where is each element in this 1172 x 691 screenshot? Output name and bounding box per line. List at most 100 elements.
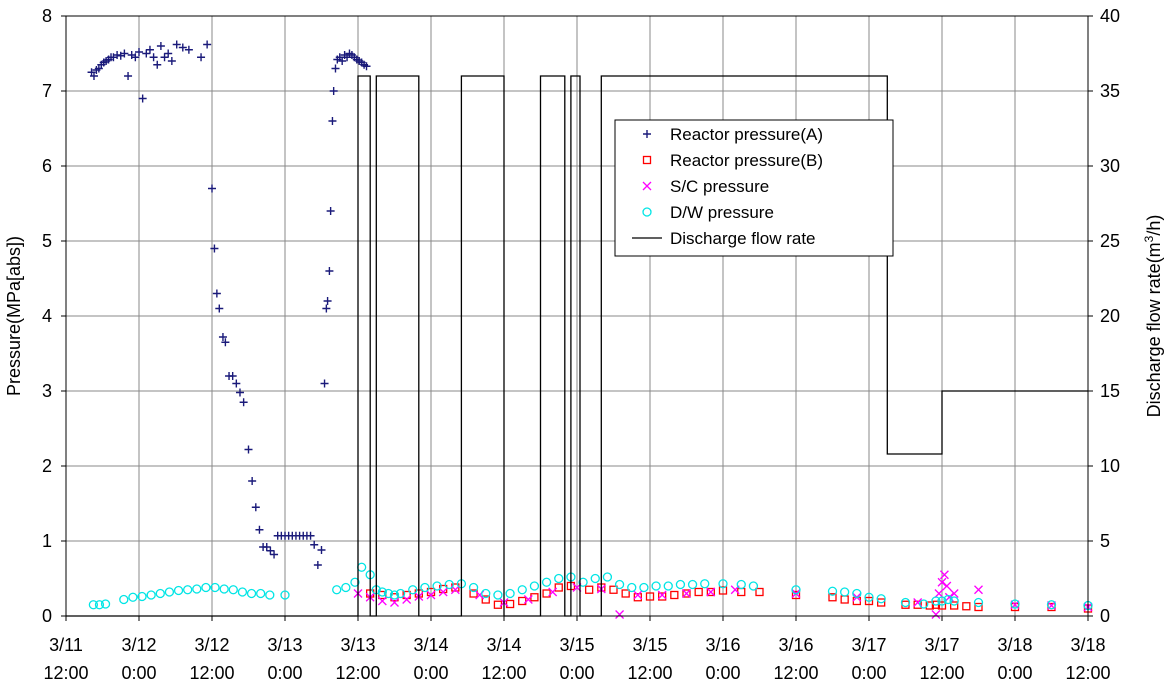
reactor-pressure-b-point bbox=[937, 601, 947, 610]
reactor-pressure-b-point bbox=[481, 595, 490, 604]
reactor-pressure-a-point bbox=[328, 117, 337, 125]
reactor-pressure-b-point bbox=[718, 586, 728, 595]
d-w-pressure-point bbox=[237, 587, 248, 597]
s-c-pressure-point bbox=[657, 590, 667, 600]
reactor-pressure-b-point bbox=[621, 589, 630, 598]
reactor-pressure-a-point bbox=[145, 45, 154, 54]
x-tick-label-time: 0:00 bbox=[705, 663, 740, 683]
reactor-pressure-b-point bbox=[493, 600, 503, 609]
reactor-pressure-a-point bbox=[113, 51, 122, 59]
x-tick-label-time: 12:00 bbox=[627, 663, 672, 683]
reactor-pressure-a-point bbox=[218, 333, 227, 341]
legend-box bbox=[614, 119, 894, 257]
reactor-pressure-b-point bbox=[518, 596, 527, 606]
left-tick-label: 0 bbox=[42, 606, 52, 626]
reactor-pressure-b-point bbox=[840, 595, 849, 604]
reactor-pressure-a-point bbox=[197, 53, 206, 62]
right-tick-label: 5 bbox=[1100, 531, 1110, 551]
x-tick-label-time: 12:00 bbox=[773, 663, 818, 683]
d-w-pressure-point bbox=[973, 597, 984, 608]
d-w-pressure-point bbox=[280, 590, 290, 600]
d-w-pressure-point bbox=[210, 582, 220, 593]
d-w-pressure-point bbox=[256, 588, 266, 599]
reactor-pressure-b-point bbox=[864, 596, 874, 606]
right-tick-label: 35 bbox=[1100, 81, 1120, 101]
d-w-pressure-point bbox=[94, 600, 105, 610]
reactor-pressure-b-point bbox=[670, 590, 679, 600]
x-tick-label-time: 0:00 bbox=[559, 663, 594, 683]
d-w-pressure-point bbox=[265, 590, 275, 600]
s-c-pressure-point bbox=[934, 589, 944, 598]
d-w-pressure-point bbox=[627, 582, 637, 593]
reactor-pressure-b-point bbox=[682, 589, 691, 598]
d-w-pressure-point bbox=[164, 587, 175, 597]
d-w-pressure-point bbox=[183, 585, 193, 595]
d-w-pressure-point bbox=[350, 577, 360, 587]
series-d-w-pressure bbox=[88, 562, 1093, 611]
x-tick-label-time: 12:00 bbox=[919, 663, 964, 683]
d-w-pressure-point bbox=[919, 599, 929, 609]
x-tick-label-time: 0:00 bbox=[413, 663, 448, 683]
d-w-pressure-point bbox=[554, 573, 564, 584]
reactor-pressure-b-point bbox=[505, 599, 515, 609]
reactor-pressure-a-point bbox=[215, 304, 224, 313]
d-w-pressure-point bbox=[529, 581, 540, 591]
reactor-pressure-a-point bbox=[248, 477, 257, 485]
x-tick-label-date: 3/13 bbox=[340, 635, 375, 655]
reactor-pressure-a-point bbox=[167, 57, 176, 65]
reactor-pressure-b-point bbox=[950, 601, 959, 610]
right-tick-label: 25 bbox=[1100, 231, 1120, 251]
reactor-pressure-a-point bbox=[362, 62, 371, 71]
d-w-pressure-point bbox=[1046, 600, 1057, 610]
x-tick-label-date: 3/13 bbox=[267, 635, 302, 655]
legend-label-reactor-a: Reactor pressure(A) bbox=[670, 125, 823, 144]
reactor-pressure-a-point bbox=[120, 49, 129, 58]
reactor-pressure-a-point bbox=[235, 388, 244, 397]
s-c-pressure-point bbox=[931, 610, 941, 619]
d-w-pressure-point bbox=[718, 579, 728, 589]
s-c-pressure-point bbox=[949, 589, 959, 598]
reactor-pressure-b-point bbox=[901, 600, 910, 609]
d-w-pressure-point bbox=[219, 584, 229, 594]
s-c-pressure-point bbox=[438, 587, 448, 597]
right-tick-label: 40 bbox=[1100, 6, 1120, 26]
reactor-pressure-b-point bbox=[913, 600, 922, 609]
d-w-pressure-point bbox=[687, 579, 698, 590]
reactor-pressure-a-point bbox=[131, 53, 140, 62]
d-w-pressure-point bbox=[420, 582, 430, 593]
reactor-pressure-a-point bbox=[160, 53, 169, 62]
x-tick-label-date: 3/18 bbox=[1070, 635, 1105, 655]
reactor-pressure-a-point bbox=[164, 49, 173, 58]
reactor-pressure-a-point bbox=[251, 503, 260, 512]
d-w-pressure-point bbox=[173, 585, 184, 596]
reactor-pressure-b-point bbox=[852, 596, 861, 606]
reactor-pressure-b-point bbox=[974, 602, 983, 612]
s-c-pressure-point bbox=[633, 590, 643, 600]
s-c-pressure-point bbox=[426, 590, 436, 600]
d-w-pressure-point bbox=[228, 585, 238, 595]
d-w-pressure-point bbox=[128, 592, 138, 602]
d-w-pressure-point bbox=[864, 592, 874, 602]
d-w-pressure-point bbox=[192, 584, 202, 594]
reactor-pressure-a-point bbox=[255, 525, 264, 534]
legend-marker-s-c-pressure bbox=[642, 181, 652, 191]
x-tick-label-time: 12:00 bbox=[481, 663, 526, 683]
d-w-pressure-point bbox=[389, 590, 400, 600]
left-tick-label: 6 bbox=[42, 156, 52, 176]
d-w-pressure-point bbox=[88, 600, 99, 610]
reactor-pressure-b-point bbox=[542, 589, 551, 598]
d-w-pressure-point bbox=[931, 596, 941, 606]
reactor-pressure-a-point bbox=[142, 49, 151, 58]
reactor-pressure-a-point bbox=[124, 72, 133, 80]
d-w-pressure-point bbox=[137, 591, 147, 602]
series-reactor-pressure-a bbox=[87, 40, 371, 569]
reactor-pressure-a-point bbox=[212, 289, 221, 298]
x-tick-label-date: 3/15 bbox=[632, 635, 667, 655]
x-tick-label-date: 3/17 bbox=[924, 635, 959, 655]
d-w-pressure-point bbox=[639, 582, 649, 593]
s-c-pressure-point bbox=[377, 596, 387, 606]
d-w-pressure-point bbox=[432, 581, 442, 591]
reactor-pressure-a-point bbox=[203, 40, 212, 49]
x-tick-label-date: 3/12 bbox=[194, 635, 229, 655]
